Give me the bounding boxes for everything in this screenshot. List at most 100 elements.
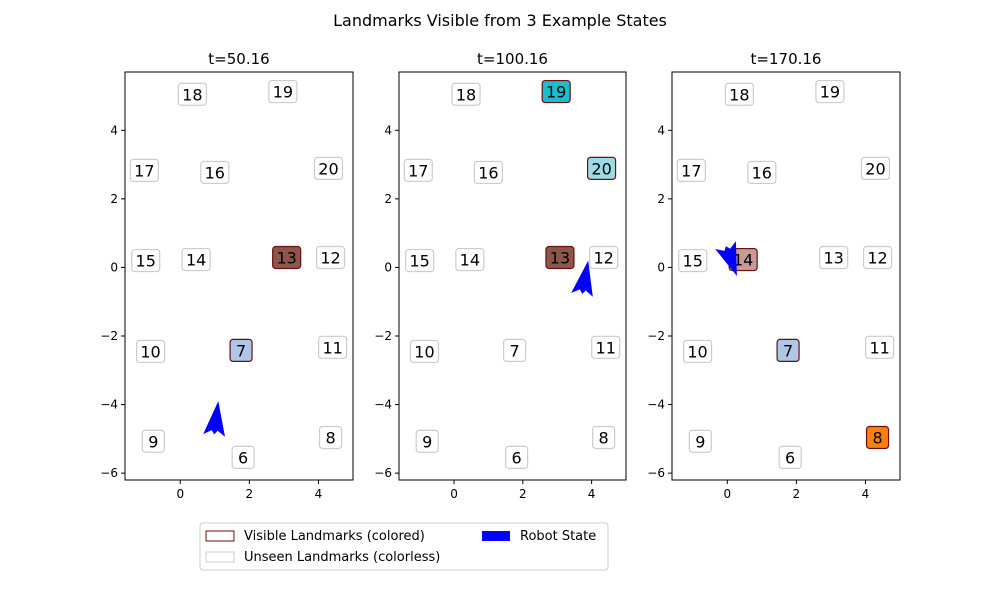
unseen-landmark-box — [473, 160, 504, 185]
y-tick-label: −4 — [374, 398, 392, 412]
landmark-label: 6 — [512, 448, 522, 467]
y-tick-label: −6 — [100, 466, 118, 480]
y-tick-label: −4 — [647, 398, 665, 412]
landmark-10: 10 — [409, 339, 440, 364]
landmark-11: 11 — [591, 335, 621, 359]
landmark-18: 18 — [451, 82, 481, 106]
visible-landmark-box — [865, 425, 890, 450]
landmark-label: 10 — [414, 342, 434, 361]
unseen-landmark-box — [409, 339, 440, 364]
x-tick-label: 2 — [793, 487, 801, 501]
unseen-landmark-box — [815, 79, 845, 104]
landmark-9: 9 — [415, 429, 439, 453]
axes-frame — [124, 71, 354, 481]
robot-state-arrow-icon — [571, 260, 593, 297]
y-tick-label: 4 — [384, 123, 392, 137]
x-tick-label: 4 — [315, 487, 323, 501]
landmark-8: 8 — [865, 425, 890, 450]
unseen-landmark-box — [313, 156, 344, 180]
landmark-label: 8 — [872, 428, 882, 447]
landmark-12: 12 — [589, 245, 619, 270]
visible-landmark-box — [545, 245, 575, 270]
unseen-landmark-box — [451, 82, 481, 106]
landmark-20: 20 — [860, 156, 891, 180]
legend-item-2: Unseen Landmarks (colorless) — [205, 550, 440, 565]
landmark-label: 20 — [865, 159, 885, 178]
panel-2: t=100.16 0 2 4 −6 −4 −2 0 2 4 6 7 8 9 10 11 12 13 14 15 16 17… — [374, 50, 627, 501]
unseen-landmark-box — [135, 339, 166, 364]
unseen-landmark-box — [129, 158, 159, 182]
unseen-landmark-box — [315, 245, 346, 270]
legend-label: Visible Landmarks (colored) — [244, 529, 425, 544]
unseen-landmark-box — [231, 445, 255, 469]
landmark-11: 11 — [318, 335, 348, 359]
landmark-label: 12 — [867, 248, 887, 267]
landmark-label: 8 — [325, 428, 335, 447]
y-tick-label: 0 — [657, 260, 665, 274]
landmark-15: 15 — [131, 248, 161, 273]
unseen-landmark-box — [200, 160, 230, 185]
y-tick-label: 2 — [110, 192, 118, 206]
unseen-landmark-box — [268, 79, 298, 104]
y-tick-label: −6 — [374, 466, 392, 480]
legend-label: Robot State — [520, 529, 596, 544]
landmark-label: 14 — [186, 251, 206, 270]
unseen-landmark-box — [589, 245, 619, 270]
unseen-landmark-box — [177, 82, 207, 106]
y-tick-label: 4 — [657, 123, 665, 137]
landmark-label: 16 — [205, 163, 225, 182]
unseen-landmark-box — [502, 338, 527, 362]
landmark-label: 19 — [820, 83, 840, 102]
x-tick-label: 4 — [862, 487, 870, 501]
landmark-10: 10 — [135, 339, 166, 364]
unseen-landmark-box — [455, 247, 485, 272]
panel-3: t=170.16 0 2 4 −6 −4 −2 0 2 4 6 7 8 9 10 11 12 13 14 15 16 17… — [647, 50, 901, 501]
landmark-label: 7 — [236, 341, 246, 360]
panels: t=50.16 0 2 4 −6 −4 −2 0 2 4 6 7 8 9 10 11 12 13 14 15 16 17 1… — [100, 50, 901, 501]
unseen-landmark-box — [724, 82, 754, 106]
landmark-9: 9 — [141, 429, 165, 453]
unseen-landmark-box — [865, 335, 895, 359]
legend-swatch-outline — [205, 551, 235, 563]
unseen-landmark-box — [592, 425, 616, 450]
landmark-label: 12 — [320, 248, 340, 267]
landmark-11: 11 — [865, 335, 895, 359]
landmark-label: 20 — [591, 159, 611, 178]
unseen-landmark-box — [778, 445, 802, 469]
unseen-landmark-box — [678, 248, 708, 273]
landmark-label: 11 — [322, 338, 342, 357]
landmark-13: 13 — [272, 245, 302, 270]
landmark-label: 16 — [478, 163, 498, 182]
y-tick-label: 2 — [384, 192, 392, 206]
unseen-landmark-box — [181, 247, 211, 272]
landmark-6: 6 — [505, 445, 529, 469]
landmark-19: 19 — [541, 79, 571, 104]
landmark-13: 13 — [545, 245, 575, 270]
x-tick-label: 2 — [246, 487, 254, 501]
landmark-14: 14 — [181, 247, 211, 272]
legend-swatch-filled — [482, 531, 510, 541]
landmark-14: 14 — [455, 247, 485, 272]
visible-landmark-box — [586, 156, 617, 180]
y-tick-label: 4 — [110, 123, 118, 137]
landmark-label: 17 — [134, 161, 154, 180]
landmark-label: 10 — [140, 342, 160, 361]
legend-item-1: Visible Landmarks (colored) — [205, 529, 425, 544]
x-tick-label: 0 — [450, 487, 458, 501]
axes-frame — [671, 71, 901, 481]
y-tick-label: 0 — [384, 260, 392, 274]
landmark-7: 7 — [502, 338, 527, 362]
landmark-20: 20 — [586, 156, 617, 180]
y-tick-label: 2 — [657, 192, 665, 206]
landmark-label: 12 — [593, 248, 613, 267]
landmark-8: 8 — [592, 425, 616, 450]
landmark-12: 12 — [315, 245, 346, 270]
unseen-landmark-box — [131, 248, 161, 273]
landmark-16: 16 — [747, 160, 777, 185]
panel-title: t=50.16 — [208, 50, 269, 68]
landmark-6: 6 — [231, 445, 255, 469]
panel-title: t=170.16 — [751, 50, 822, 68]
legend: Visible Landmarks (colored) Unseen Landma… — [199, 522, 609, 571]
unseen-landmark-box — [676, 158, 706, 182]
